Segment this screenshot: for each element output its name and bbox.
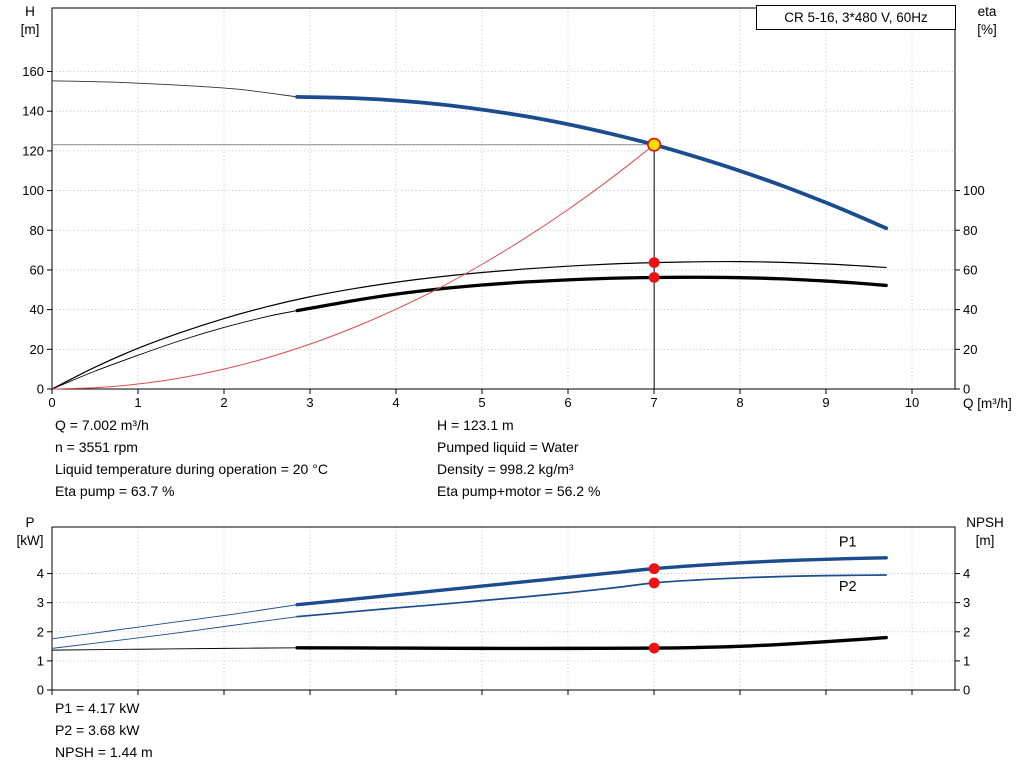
npsh-axis-symbol: NPSH [966,515,1004,530]
curve-h-curve [295,95,889,231]
left-tick-label: 40 [30,302,44,317]
x-tick-label: 9 [822,395,829,410]
result-npsh: NPSH = 1.44 m [55,744,153,760]
p2-duty-point[interactable] [648,577,660,589]
curve-p2 [296,574,888,618]
plot-frame [51,526,956,691]
eta-axis-symbol: eta [977,4,997,19]
curve-eta-pump [51,260,887,390]
right-tick-label: 0 [963,683,970,698]
result-speed: n = 3551 rpm [55,439,138,455]
result-eta-pump-motor: Eta pump+motor = 56.2 % [437,483,601,499]
right-tick-label: 4 [963,566,970,581]
p-axis-unit: [kW] [16,533,44,548]
right-tick-label: 40 [963,302,977,317]
left-tick-label: 80 [30,223,44,238]
x-tick-label: 5 [478,395,485,410]
curve-h-curve-lead [51,80,298,98]
curve-p1 [295,556,888,607]
result-head: H = 123.1 m [437,417,514,433]
curve-label-p2: P2 [839,579,857,595]
result-p2: P2 = 3.68 kW [55,722,140,738]
p-axis-label: P [kW] [10,514,50,550]
x-tick-label: 10 [905,395,919,410]
result-eta-pump: Eta pump = 63.7 % [55,483,175,499]
right-tick-label: 0 [963,382,970,397]
right-tick-label: 3 [963,595,970,610]
duty-results-column-2: H = 123.1 m Pumped liquid = Water Densit… [437,414,600,502]
eta-axis-unit: [%] [977,22,997,37]
p1-duty-point[interactable] [648,563,660,575]
right-tick-label: 80 [963,223,977,238]
result-p1: P1 = 4.17 kW [55,700,140,716]
left-tick-label: 3 [37,595,44,610]
h-axis-label: H [m] [10,3,50,39]
left-tick-label: 60 [30,262,44,277]
x-tick-label: 4 [392,395,399,410]
curve-system-curve [51,144,655,390]
left-tick-label: 120 [22,143,44,158]
curve-eta-pump-motor-lead [51,310,298,390]
npsh-duty-point[interactable] [648,642,660,654]
x-tick-label: 2 [220,395,227,410]
right-tick-label: 2 [963,624,970,639]
left-tick-label: 160 [22,64,44,79]
right-tick-label: 1 [963,653,970,668]
left-tick-label: 20 [30,342,44,357]
result-density: Density = 998.2 kg/m³ [437,461,574,477]
curve-p2-lead [51,616,298,649]
left-tick-label: 0 [37,683,44,698]
q-axis-label: Q [m³/h] [963,396,1012,411]
pump-model-box: CR 5-16, 3*480 V, 60Hz [756,5,956,30]
duty-point[interactable] [647,137,662,152]
left-tick-label: 4 [37,566,44,581]
duty-results-column-1: Q = 7.002 m³/h n = 3551 rpm Liquid tempe… [55,414,328,502]
right-tick-label: 20 [963,342,977,357]
eta-pump-duty-point[interactable] [648,257,660,268]
curve-eta-pump-motor [295,275,888,313]
result-liquid-temperature: Liquid temperature during operation = 20… [55,461,328,477]
result-pumped-liquid: Pumped liquid = Water [437,439,579,455]
left-tick-label: 1 [37,653,44,668]
curve-label-p1: P1 [839,535,857,551]
power-results-column: P1 = 4.17 kW P2 = 3.68 kW NPSH = 1.44 m [55,697,153,763]
curve-npsh [295,635,888,651]
left-tick-label: 140 [22,104,44,119]
x-tick-label: 3 [306,395,313,410]
result-flow: Q = 7.002 m³/h [55,417,149,433]
h-axis-unit: [m] [20,22,40,37]
x-tick-label: 8 [736,395,743,410]
curve-npsh-lead [51,647,298,651]
p-axis-symbol: P [25,515,35,530]
curve-p1-lead [51,604,298,640]
eta-pump-motor-duty-point[interactable] [648,272,660,283]
x-tick-label: 7 [650,395,657,410]
left-tick-label: 0 [37,382,44,397]
h-axis-symbol: H [25,4,35,19]
right-tick-label: 100 [963,183,985,198]
right-tick-label: 60 [963,262,977,277]
npsh-axis-unit: [m] [975,533,995,548]
left-tick-label: 100 [22,183,44,198]
eta-axis-label: eta [%] [962,3,1012,39]
left-tick-label: 2 [37,624,44,639]
plot-frame [51,7,956,390]
x-tick-label: 6 [564,395,571,410]
npsh-axis-label: NPSH [m] [956,514,1014,550]
x-tick-label: 0 [48,395,55,410]
x-tick-label: 1 [134,395,141,410]
